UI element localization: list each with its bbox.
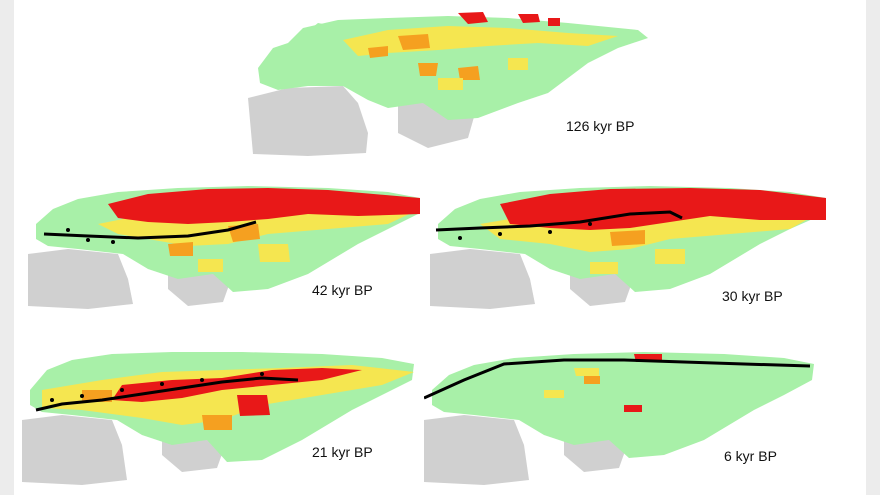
permafrost-line-42: [43, 220, 257, 240]
site-dot: [260, 372, 264, 376]
orange-patch-126d: [458, 66, 480, 80]
africa-grey: [28, 249, 133, 309]
yellow-patch-126f: [508, 58, 528, 70]
yellow-patch-30b: [655, 249, 685, 264]
site-dot: [66, 228, 70, 232]
africa-grey: [22, 415, 127, 485]
orange-patch-21c: [202, 415, 232, 430]
site-dot: [111, 240, 115, 244]
site-dot: [498, 232, 502, 236]
orange-patch-126b: [368, 46, 388, 58]
africa-grey: [424, 415, 529, 485]
map-panel-42-kyr: 42 kyr BP: [28, 184, 424, 324]
eurasia-map-21: [22, 352, 414, 485]
panel-label: 42 kyr BP: [312, 282, 373, 298]
site-dot: [548, 230, 552, 234]
africa-grey: [248, 86, 368, 156]
red-patch-21b: [237, 395, 270, 416]
red-band-42: [108, 188, 420, 224]
eurasia-map-42: [28, 186, 420, 309]
red-patch-126b: [518, 14, 540, 23]
map-panel-6-kyr: 6 kyr BP: [424, 350, 824, 490]
site-dot: [120, 388, 124, 392]
permafrost-line-21: [35, 376, 299, 412]
orange-patch-6c: [584, 376, 600, 384]
left-letterbox: [0, 0, 14, 495]
eurasia-map-126: [248, 12, 648, 156]
panel-label: 126 kyr BP: [566, 118, 635, 134]
yellow-patch-42d: [198, 259, 223, 272]
permafrost-line-30: [435, 210, 683, 232]
red-band-30: [500, 188, 826, 230]
site-dot: [86, 238, 90, 242]
red-patch-126a: [458, 12, 488, 24]
right-letterbox: [866, 0, 880, 495]
map-panel-30-kyr: 30 kyr BP: [430, 184, 828, 324]
red-patch-6d: [624, 405, 642, 412]
orange-patch-126c: [418, 63, 438, 76]
panel-label: 21 kyr BP: [312, 444, 373, 460]
yellow-patch-6e: [544, 390, 564, 398]
eurasia-map-30: [430, 186, 826, 309]
map-panel-126-kyr: 126 kyr BP: [248, 8, 648, 158]
site-dot: [50, 398, 54, 402]
red-patch-126c: [548, 18, 560, 26]
site-dot: [458, 236, 462, 240]
panel-label: 6 kyr BP: [724, 448, 777, 464]
site-dot: [200, 378, 204, 382]
africa-grey: [430, 249, 535, 309]
orange-patch-126a: [398, 34, 430, 50]
site-dot: [160, 382, 164, 386]
permafrost-line-6: [424, 358, 811, 400]
yellow-patch-126e: [438, 78, 463, 90]
eurasia-map-6: [424, 352, 814, 485]
orange-patch-42b: [168, 242, 193, 256]
yellow-patch-6b: [574, 368, 599, 376]
yellow-patch-30c: [590, 262, 618, 274]
site-dot: [588, 222, 592, 226]
yellow-patch-42c: [258, 244, 290, 262]
scandinavia-land: [293, 23, 333, 53]
orange-patch-30a: [610, 230, 645, 246]
red-band-21: [112, 368, 362, 402]
map-panel-21-kyr: 21 kyr BP: [22, 350, 418, 490]
site-dot: [80, 394, 84, 398]
eurasia-land: [432, 352, 814, 458]
panel-label: 30 kyr BP: [722, 288, 783, 304]
